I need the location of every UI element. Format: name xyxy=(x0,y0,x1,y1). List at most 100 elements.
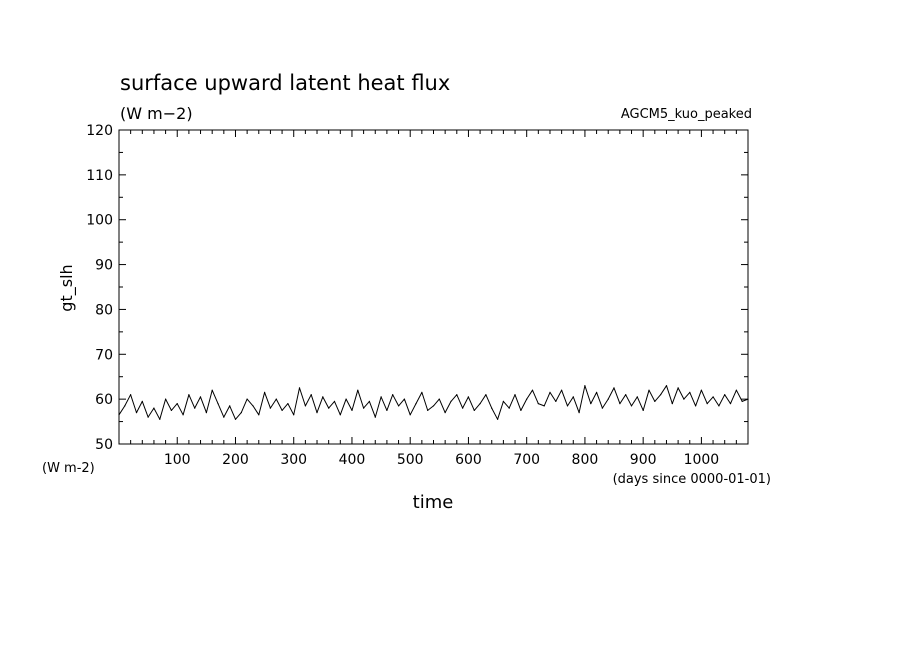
y-tick-label: 80 xyxy=(95,302,113,318)
data-point xyxy=(427,409,429,411)
data-point xyxy=(421,391,423,393)
y-axis-unit: (W m-2) xyxy=(42,461,95,476)
data-point xyxy=(386,409,388,411)
y-tick-label: 120 xyxy=(86,123,113,139)
data-point xyxy=(258,414,260,416)
data-point xyxy=(520,409,522,411)
data-point xyxy=(205,412,207,414)
data-point xyxy=(153,407,155,409)
data-point xyxy=(310,394,312,396)
data-point xyxy=(590,403,592,405)
data-point xyxy=(450,400,452,402)
data-point xyxy=(351,409,353,411)
data-point xyxy=(473,409,475,411)
data-point xyxy=(357,389,359,391)
data-point xyxy=(596,391,598,393)
data-point xyxy=(217,403,219,405)
data-point xyxy=(683,398,685,400)
data-point xyxy=(363,407,365,409)
data-point xyxy=(432,405,435,407)
data-point xyxy=(240,412,242,414)
data-point xyxy=(130,394,132,396)
data-point xyxy=(223,416,225,418)
data-point xyxy=(648,389,650,391)
data-point xyxy=(124,405,126,407)
data-point xyxy=(630,405,633,407)
data-point xyxy=(409,414,411,416)
data-point xyxy=(677,387,679,389)
y-tick-label: 70 xyxy=(95,347,113,363)
data-point xyxy=(712,396,714,398)
data-point xyxy=(415,403,417,405)
data-point xyxy=(467,396,469,398)
data-point xyxy=(689,391,691,393)
data-point xyxy=(625,394,627,396)
data-point xyxy=(485,394,487,396)
data-point xyxy=(176,403,178,405)
data-point xyxy=(531,389,534,391)
data-point xyxy=(549,391,551,393)
axis-ticks: 50 60 70 80 90 100 110 120 100 200 300 400 500 600 700… xyxy=(86,123,748,468)
data-point xyxy=(252,405,254,407)
y-axis-label: gt_slh xyxy=(57,264,77,311)
data-point xyxy=(275,398,277,400)
x-tick-label: 100 xyxy=(164,452,191,468)
y-tick-label: 50 xyxy=(95,437,113,453)
data-point xyxy=(665,385,668,387)
data-point xyxy=(316,412,318,414)
data-point xyxy=(695,405,697,407)
data-point xyxy=(345,398,347,400)
data-point xyxy=(456,394,458,396)
data-point xyxy=(508,407,510,409)
data-point xyxy=(264,391,266,393)
data-point xyxy=(514,394,516,396)
x-tick-label: 700 xyxy=(513,452,540,468)
data-point xyxy=(298,387,301,389)
data-point xyxy=(380,396,382,398)
series-layer xyxy=(118,385,749,420)
data-point xyxy=(159,418,161,420)
data-point xyxy=(234,418,237,420)
data-point xyxy=(502,400,504,402)
x-tick-label: 300 xyxy=(280,452,307,468)
data-point xyxy=(339,414,341,416)
data-point xyxy=(374,416,376,418)
data-point xyxy=(403,398,405,400)
run-label: AGCM5_kuo_peaked xyxy=(621,107,752,122)
plot-frame xyxy=(118,129,749,445)
data-point xyxy=(333,400,336,402)
data-point xyxy=(671,403,673,405)
data-point xyxy=(304,405,306,407)
data-point xyxy=(392,394,394,396)
data-point xyxy=(660,394,662,396)
data-point xyxy=(561,389,563,391)
data-point xyxy=(584,385,586,387)
data-point xyxy=(497,418,499,420)
data-point xyxy=(601,407,604,409)
data-point xyxy=(555,400,557,402)
data-point xyxy=(368,400,370,402)
y-tick-label: 90 xyxy=(95,258,113,274)
data-point xyxy=(729,403,732,405)
data-point xyxy=(613,387,615,389)
data-point xyxy=(654,400,656,402)
x-tick-label: 600 xyxy=(455,452,482,468)
data-point xyxy=(293,414,295,416)
y-tick-label: 100 xyxy=(86,213,113,229)
data-point xyxy=(194,407,196,409)
data-point xyxy=(700,389,703,391)
data-point xyxy=(188,394,190,396)
data-point xyxy=(211,389,213,391)
data-point xyxy=(170,409,172,411)
x-tick-label: 1000 xyxy=(684,452,720,468)
data-point xyxy=(438,398,440,400)
chart-title: surface upward latent heat flux xyxy=(120,71,450,95)
data-point xyxy=(607,398,609,400)
x-tick-label: 200 xyxy=(222,452,249,468)
data-point xyxy=(199,396,202,398)
x-tick-label: 900 xyxy=(630,452,657,468)
x-tick-label: 800 xyxy=(572,452,599,468)
x-axis-label: time xyxy=(413,492,454,513)
data-point xyxy=(636,396,638,398)
